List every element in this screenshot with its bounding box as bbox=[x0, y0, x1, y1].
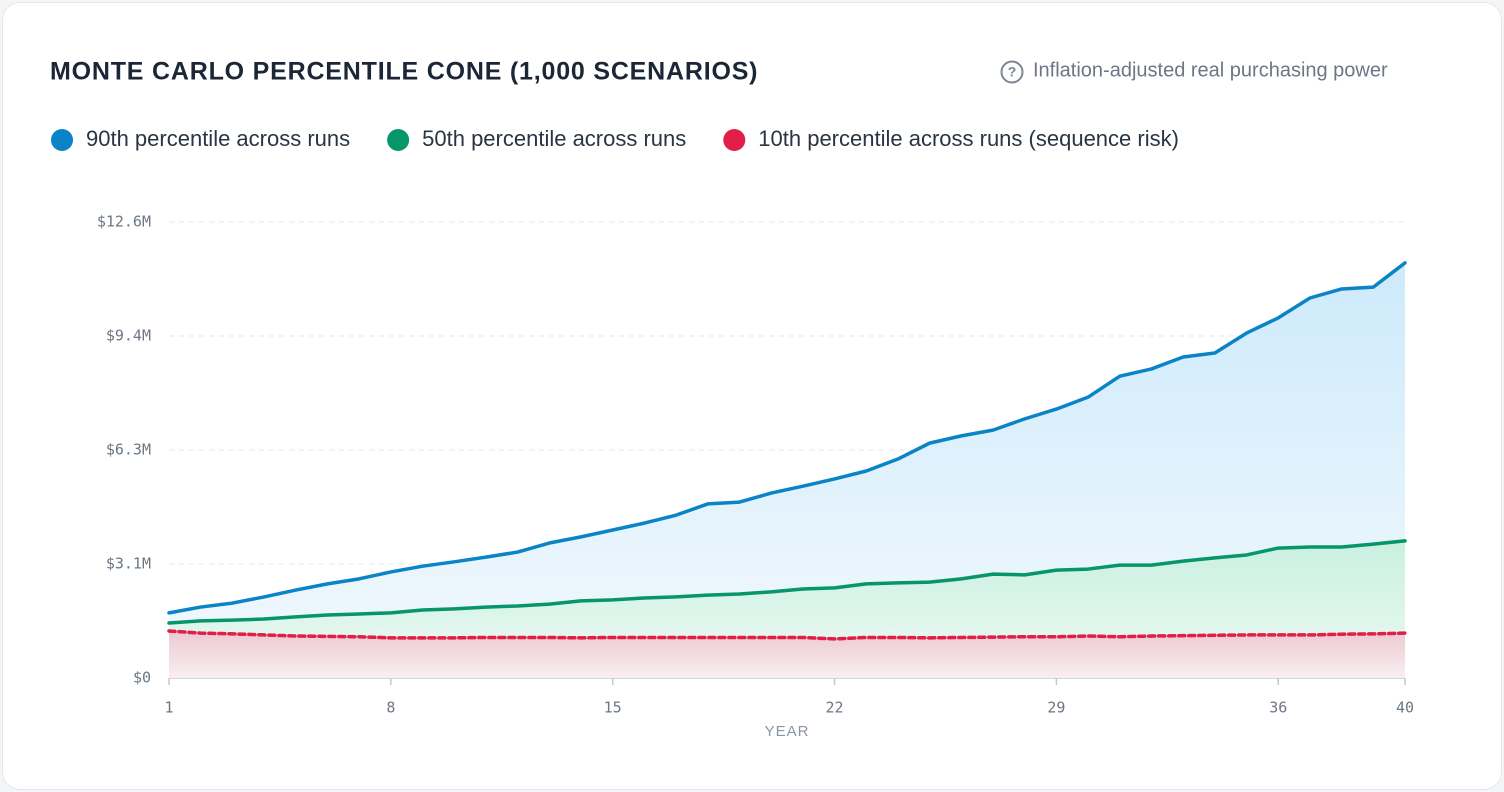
legend-label: 50th percentile across runs bbox=[422, 126, 686, 151]
x-tick-label: 15 bbox=[604, 699, 622, 717]
x-tick-label: 29 bbox=[1047, 699, 1065, 717]
series-line bbox=[167, 539, 1407, 625]
y-tick-label: $12.6M bbox=[97, 213, 151, 231]
help-icon-glyph: ? bbox=[1008, 64, 1017, 80]
help-icon bbox=[1000, 60, 1024, 84]
legend-label: 10th percentile across runs (sequence ri… bbox=[758, 126, 1179, 151]
y-tick-label: $3.1M bbox=[106, 555, 151, 573]
area-fill bbox=[169, 630, 1405, 678]
x-axis-label: YEAR bbox=[765, 723, 810, 740]
y-tick-label: $0 bbox=[133, 669, 151, 687]
series-line bbox=[167, 629, 1407, 641]
x-tick-label: 22 bbox=[826, 699, 844, 717]
legend-swatch bbox=[387, 129, 410, 151]
y-tick-label: $9.4M bbox=[106, 327, 151, 345]
legend-swatch bbox=[723, 129, 746, 151]
legend-swatch bbox=[51, 129, 73, 151]
series-line bbox=[167, 261, 1407, 615]
y-tick-label: $6.3M bbox=[106, 441, 151, 459]
legend-label: 90th percentile across runs bbox=[86, 126, 350, 151]
x-tick-label: 8 bbox=[386, 699, 395, 717]
x-tick-label: 1 bbox=[164, 699, 173, 717]
chart-title: MONTE CARLO PERCENTILE CONE (1,000 SCENA… bbox=[50, 58, 758, 86]
x-tick-label: 40 bbox=[1396, 699, 1414, 717]
x-tick-label: 36 bbox=[1269, 699, 1287, 717]
subtitle: Inflation-adjusted real purchasing power bbox=[1033, 59, 1388, 81]
